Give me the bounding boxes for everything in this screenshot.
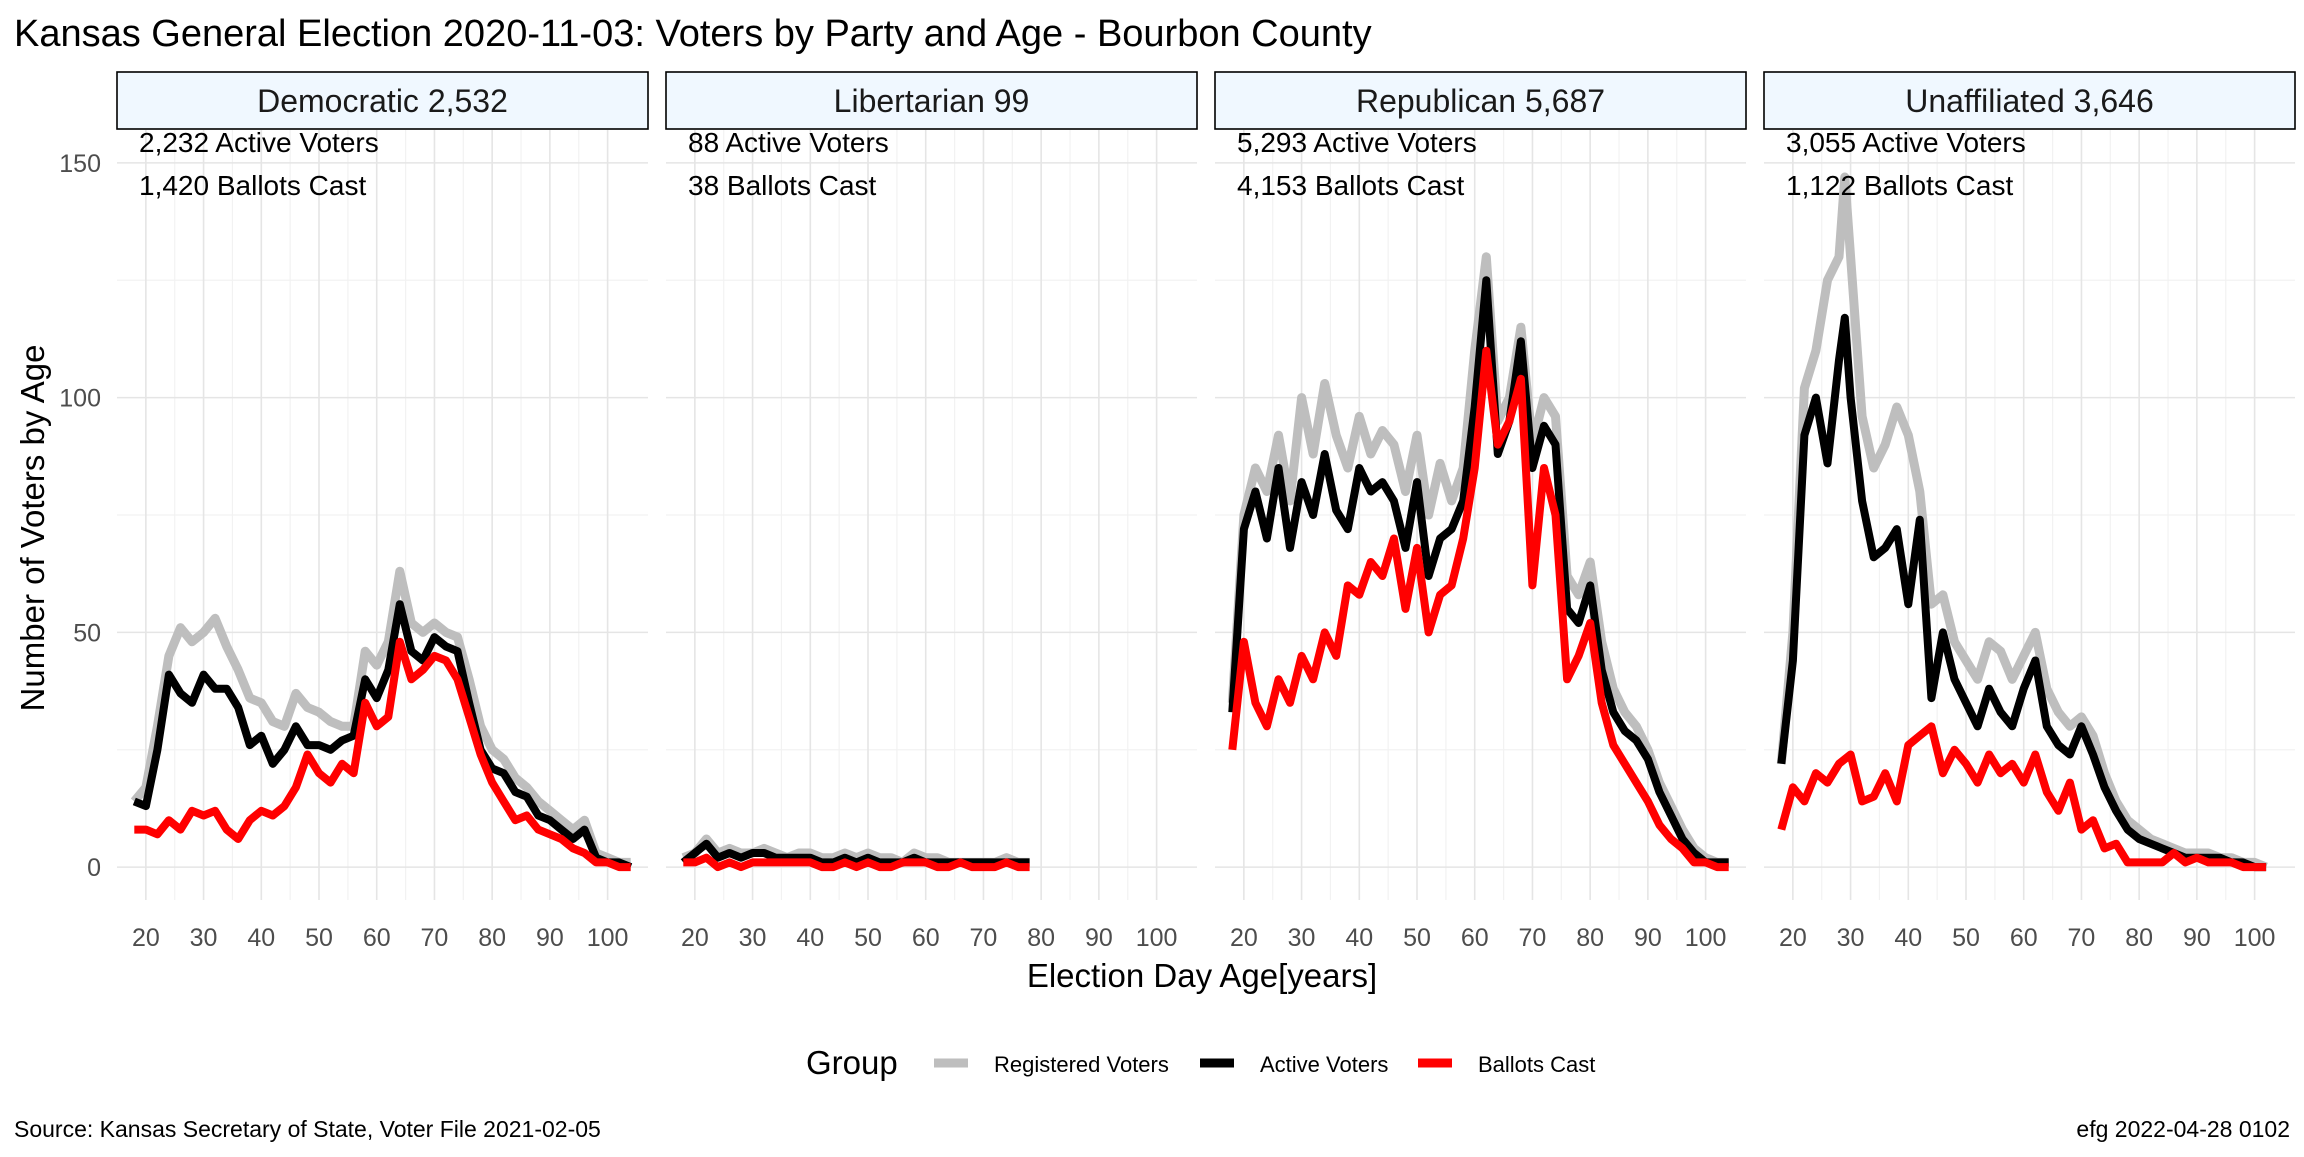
x-tick-label: 60	[363, 924, 391, 952]
panel-annotation: 3,055 Active Voters	[1786, 127, 2026, 158]
y-tick-label: 50	[73, 619, 101, 647]
facet-strip-label: Unaffiliated 3,646	[1905, 83, 2153, 119]
legend-label: Registered Voters	[994, 1052, 1169, 1077]
x-tick-label: 20	[681, 924, 709, 952]
x-tick-label: 40	[1345, 924, 1373, 952]
x-tick-label: 70	[2068, 924, 2096, 952]
x-tick-label: 80	[2125, 924, 2153, 952]
x-tick-label: 60	[1461, 924, 1489, 952]
panel-annotation: 2,232 Active Voters	[139, 127, 379, 158]
y-tick-label: 150	[59, 150, 101, 178]
x-tick-label: 100	[2234, 924, 2276, 952]
series-line-ballots-cast	[134, 637, 631, 872]
series-line-active-voters	[1228, 276, 1729, 867]
x-tick-label: 100	[1136, 924, 1178, 952]
x-tick-label: 30	[739, 924, 767, 952]
x-tick-label: 40	[796, 924, 824, 952]
x-tick-label: 70	[1519, 924, 1547, 952]
panel-annotation: 5,293 Active Voters	[1237, 127, 1477, 158]
facet-strip	[665, 71, 1198, 130]
x-tick-label: 20	[132, 924, 160, 952]
series-line-active-voters	[680, 839, 1030, 867]
x-tick-label: 50	[1403, 924, 1431, 952]
panel-annotation: 4,153 Ballots Cast	[1237, 170, 1464, 201]
series-line-ballots-cast	[1228, 346, 1729, 872]
legend: Group Registered Voters Active Voters Ball…	[806, 1044, 1595, 1081]
x-tick-label: 30	[190, 924, 218, 952]
y-axis-title: Number of Voters by Age	[14, 345, 51, 712]
facet-strip	[1763, 71, 2296, 130]
x-tick-label: 70	[970, 924, 998, 952]
y-tick-label: 100	[59, 385, 101, 413]
source-caption: Source: Kansas Secretary of State, Voter…	[14, 1116, 601, 1142]
y-tick-label: 0	[87, 854, 101, 882]
facet-strip	[116, 71, 649, 130]
series-line-registered-voters	[1776, 172, 2268, 872]
facet-strip-label: Libertarian 99	[834, 83, 1030, 119]
x-tick-label: 90	[536, 924, 564, 952]
series-line-ballots-cast	[1777, 722, 2267, 872]
x-tick-label: 50	[305, 924, 333, 952]
x-axis-title: Election Day Age[years]	[1027, 957, 1377, 994]
x-tick-label: 80	[478, 924, 506, 952]
x-tick-label: 40	[247, 924, 275, 952]
series-line-active-voters	[132, 600, 633, 871]
x-tick-label: 60	[912, 924, 940, 952]
x-tick-label: 100	[587, 924, 629, 952]
panel-annotation: 38 Ballots Cast	[688, 170, 877, 201]
x-tick-label: 20	[1779, 924, 1807, 952]
legend-title: Group	[806, 1044, 898, 1081]
x-tick-label: 50	[1952, 924, 1980, 952]
x-tick-label: 90	[2183, 924, 2211, 952]
x-tick-label: 90	[1634, 924, 1662, 952]
x-tick-label: 20	[1230, 924, 1258, 952]
legend-label: Ballots Cast	[1478, 1052, 1595, 1077]
facet-strip-label: Republican 5,687	[1356, 83, 1605, 119]
x-tick-label: 30	[1837, 924, 1865, 952]
x-tick-label: 50	[854, 924, 882, 952]
chart-title: Kansas General Election 2020-11-03: Vote…	[14, 13, 1372, 55]
panel-annotation: 88 Active Voters	[688, 127, 889, 158]
facet-strip-label: Democratic 2,532	[257, 83, 508, 119]
x-tick-label: 90	[1085, 924, 1113, 952]
x-tick-label: 80	[1576, 924, 1604, 952]
x-tick-label: 30	[1288, 924, 1316, 952]
series-line-registered-voters	[130, 566, 631, 867]
x-tick-label: 40	[1894, 924, 1922, 952]
facet-panels: Democratic 2,532 20 30 40 50 60 70 80 90 100 0 50 10…	[59, 71, 2296, 952]
panel-annotation: 1,122 Ballots Cast	[1786, 170, 2013, 201]
x-tick-label: 100	[1685, 924, 1727, 952]
x-tick-label: 70	[421, 924, 449, 952]
panel-annotation: 1,420 Ballots Cast	[139, 170, 366, 201]
series-line-ballots-cast	[683, 853, 1030, 872]
legend-label: Active Voters	[1260, 1052, 1388, 1077]
facet-panel: Republican 5,687 20 30 40 50 60 70 80 90 100 5,293…	[1214, 71, 1747, 952]
facet-strip	[1214, 71, 1747, 130]
facet-panel: Democratic 2,532 20 30 40 50 60 70 80 90 100 0 50 10…	[59, 71, 649, 952]
facet-panel: Libertarian 99 20 30 40 50 60 70 80 90 100 88 Acti…	[665, 71, 1198, 952]
facet-panel: Unaffiliated 3,646 20 30 40 50 60 70 80 90 100 3,0…	[1763, 71, 2296, 952]
credit-caption: efg 2022-04-28 0102	[2076, 1116, 2290, 1142]
x-tick-label: 60	[2010, 924, 2038, 952]
x-tick-label: 80	[1027, 924, 1055, 952]
